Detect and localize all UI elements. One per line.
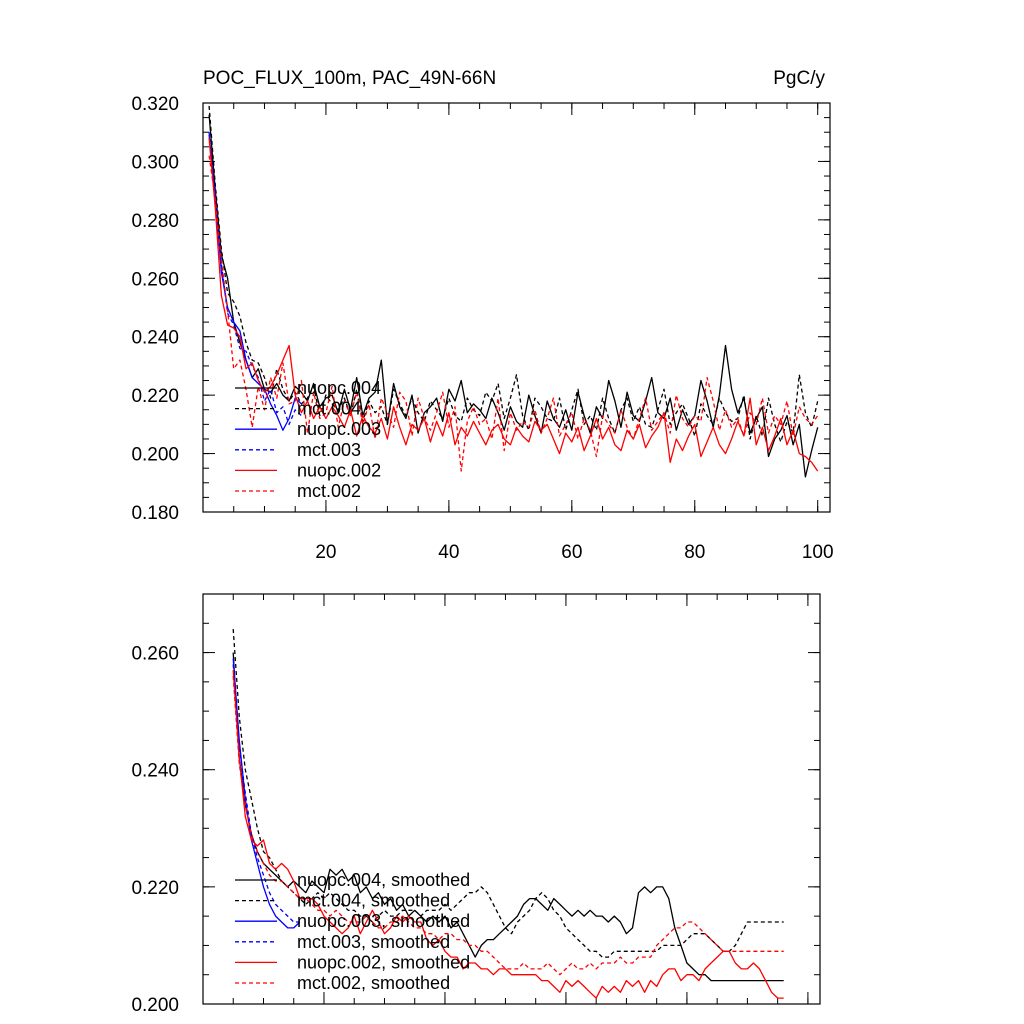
bottom-legend-label: nuopc.004, smoothed (297, 870, 470, 890)
top-panel: POC_FLUX_100m, PAC_49N-66N PgC/y 0.1800.… (131, 68, 833, 563)
bottom-series-group (232, 629, 784, 999)
bottom-legend-label: mct.003, smoothed (297, 932, 450, 952)
bottom-ytick-label: 0.240 (131, 761, 179, 782)
top-legend-label: nuopc.003 (297, 419, 381, 439)
bottom-plot-frame (202, 593, 821, 1005)
top-series-group (208, 105, 819, 478)
top-ytick-label: 0.320 (131, 94, 179, 115)
top-legend-label: mct.002 (297, 481, 361, 501)
bottom-legend-label: nuopc.002, smoothed (297, 952, 470, 972)
top-legend-label: nuopc.004 (297, 378, 381, 398)
bottom-series-nuopc-002-smoothed (232, 670, 784, 999)
bottom-panel: 0.200 0.220 0.240 0.260 nuopc.004, smoothed… (131, 593, 821, 1016)
top-series-mct-002 (208, 155, 819, 472)
top-xtick-label: 20 (315, 542, 336, 563)
top-ytick-label: 0.220 (131, 386, 179, 407)
top-ytick-label: 0.200 (131, 445, 179, 466)
top-axis-ticks: 0.180 0.200 0.220 0.240 0.260 0.280 0.300 0.320… (131, 94, 833, 563)
top-legend-label: mct.003 (297, 440, 361, 460)
bottom-ytick-label: 0.220 (131, 878, 179, 899)
top-legend: nuopc.004mct.004nuopc.003mct.003nuopc.00… (235, 378, 381, 501)
top-panel-title: POC_FLUX_100m, PAC_49N-66N (203, 68, 496, 89)
top-plot-frame (202, 102, 831, 513)
bottom-axis-ticks: 0.200 0.220 0.240 0.260 (131, 593, 820, 1016)
top-xtick-label: 40 (438, 542, 459, 563)
top-legend-label: nuopc.002 (297, 460, 381, 480)
top-ytick-label: 0.240 (131, 328, 179, 349)
bottom-legend-label: mct.004, smoothed (297, 891, 450, 911)
bottom-series-nuopc-004-smoothed (232, 652, 784, 982)
top-xtick-label: 60 (561, 542, 582, 563)
bottom-series-mct-002-smoothed (232, 675, 784, 976)
bottom-ytick-label: 0.200 (131, 995, 179, 1016)
top-ytick-label: 0.300 (131, 152, 179, 173)
bottom-legend-label: nuopc.003, smoothed (297, 911, 470, 931)
top-series-mct-004 (208, 105, 819, 443)
top-xtick-label: 80 (684, 542, 705, 563)
bottom-series-mct-003-smoothed (232, 664, 300, 923)
top-ytick-label: 0.280 (131, 211, 179, 232)
bottom-legend-label: mct.002, smoothed (297, 973, 450, 993)
bottom-series-mct-004-smoothed (232, 629, 784, 958)
top-legend-label: mct.004 (297, 399, 361, 419)
top-xtick-label: 100 (802, 542, 834, 563)
bottom-ytick-label: 0.260 (131, 644, 179, 665)
bottom-series-nuopc-003-smoothed (232, 658, 301, 929)
top-panel-units: PgC/y (773, 68, 825, 89)
top-ytick-label: 0.260 (131, 269, 179, 290)
top-ytick-label: 0.180 (131, 503, 179, 524)
